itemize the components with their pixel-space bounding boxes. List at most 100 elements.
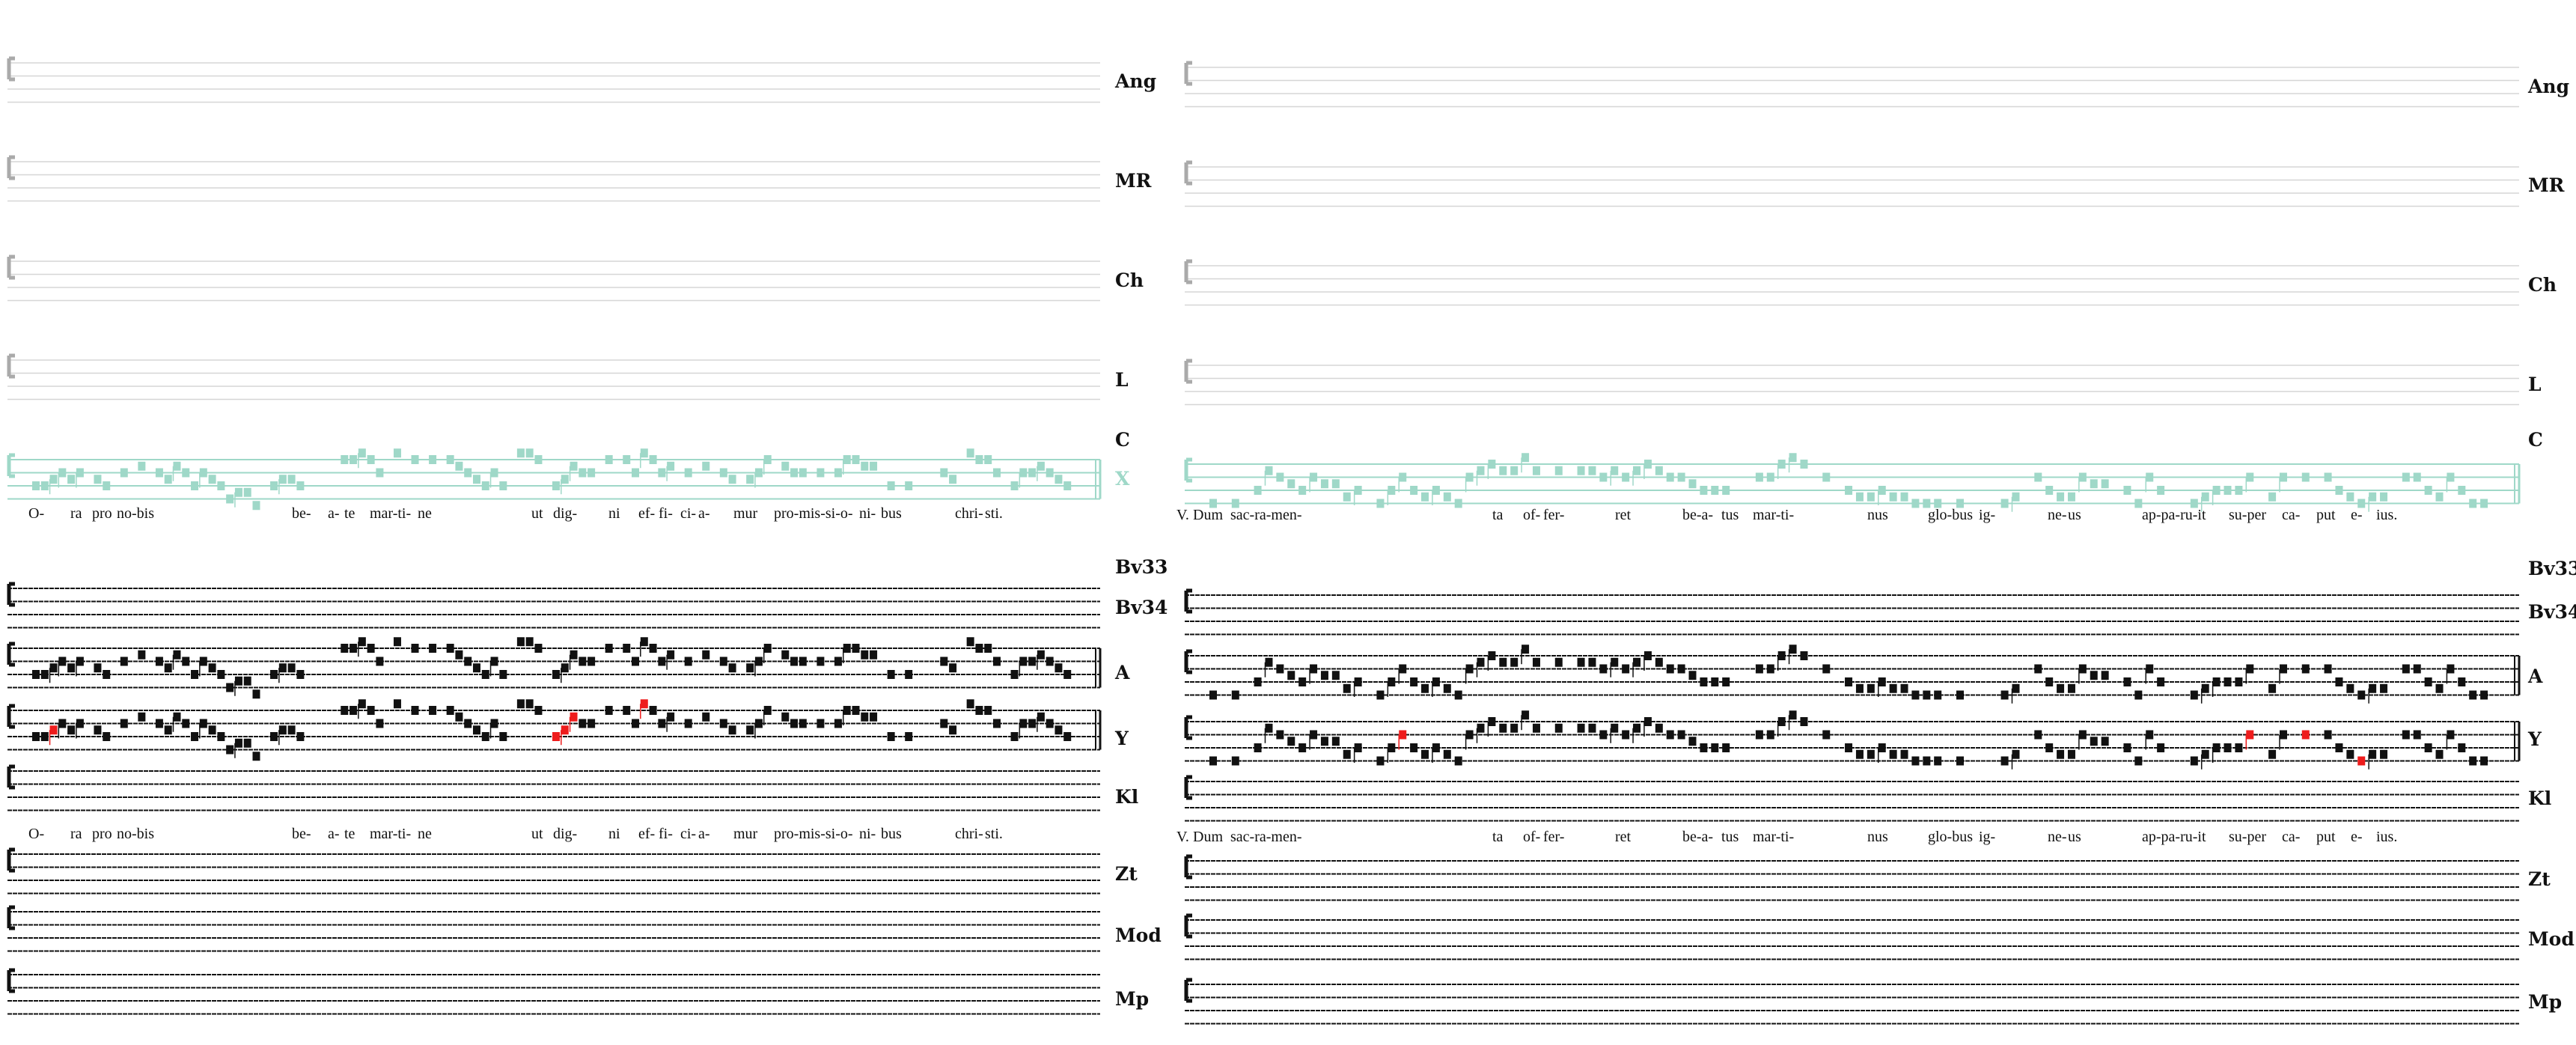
neume-note	[1867, 749, 1875, 759]
neume-note	[499, 670, 507, 679]
neume-note	[790, 468, 799, 478]
neume-note	[579, 656, 587, 666]
neume-note	[455, 712, 463, 722]
neume-note	[1677, 664, 1685, 674]
neume-note	[843, 706, 851, 715]
neume-note	[1532, 466, 1540, 475]
neume-note	[561, 663, 569, 673]
neume-note	[296, 481, 305, 490]
neume-note	[525, 699, 534, 709]
neume-note	[1287, 737, 1295, 746]
neume-note	[1923, 756, 1931, 766]
neume-note	[649, 706, 657, 715]
lyric-syllable: su-per	[2229, 829, 2266, 845]
lyric-syllable: ig-	[1979, 507, 1995, 523]
staff-label-zt: Zt	[2528, 868, 2551, 890]
neume-note	[605, 644, 613, 653]
neume-note	[1488, 460, 1496, 469]
neume-note	[155, 656, 163, 666]
staff-label-kl: Kl	[2528, 787, 2551, 809]
lyric-syllable: glo-bus	[1928, 507, 1973, 523]
lyric-syllable: sac-ra-men-	[1230, 829, 1302, 845]
neume-note	[667, 461, 675, 471]
staff-label-ang: Ang	[2527, 76, 2569, 97]
neume-note	[799, 656, 807, 666]
neume-note	[843, 455, 851, 464]
neume-note	[1633, 657, 1641, 667]
lyric-syllable: mar-ti-	[370, 505, 411, 522]
neume-note	[579, 719, 587, 728]
lyric-syllable: ne	[418, 505, 432, 522]
neume-note	[2090, 671, 2098, 680]
neume-note	[2324, 472, 2332, 482]
lyric-syllable: mur	[733, 826, 758, 842]
neume-note	[1867, 492, 1875, 502]
staff	[1184, 259, 2519, 306]
neume-note	[155, 468, 163, 478]
lyric-syllable: fer-	[1543, 507, 1564, 523]
neume-note	[1789, 453, 1797, 463]
neume-note	[1643, 717, 1652, 726]
neume-note	[1923, 499, 1931, 508]
neume-note	[2469, 690, 2477, 700]
neume-note	[799, 468, 807, 478]
neume-note	[1046, 719, 1054, 728]
lyric-syllable: pro	[92, 826, 112, 842]
neume-note	[1298, 743, 1307, 752]
neume-note	[1443, 749, 1451, 759]
neume-note	[2146, 730, 2154, 740]
neume-note	[1421, 749, 1429, 759]
c-clef-icon	[1184, 854, 1192, 880]
neume-note	[1777, 717, 1786, 726]
neume-note	[2057, 749, 2065, 759]
neume-note	[1755, 472, 1763, 482]
neume-note	[358, 637, 366, 647]
neume-note	[1711, 743, 1719, 752]
c-clef-icon	[1184, 978, 1192, 1003]
neume-note	[32, 670, 40, 679]
lyric-syllable: fi-	[659, 505, 673, 522]
neume-note	[499, 732, 507, 741]
c-clef-icon	[1184, 588, 1192, 614]
neume-note	[905, 481, 913, 490]
neume-note	[138, 712, 146, 722]
neume-note	[1354, 743, 1362, 752]
c-clef-icon	[7, 764, 15, 790]
lyric-syllable: bus	[881, 505, 902, 522]
neume-note	[252, 752, 260, 761]
neume-note	[1254, 743, 1262, 752]
neume-note	[2335, 677, 2343, 686]
neume-note	[1499, 466, 1507, 475]
neume-note	[1488, 651, 1496, 660]
neume-note	[2469, 756, 2477, 766]
neume-note	[2123, 677, 2131, 686]
neume-note	[2157, 743, 2165, 752]
lyric-syllable: us	[2068, 507, 2081, 523]
neume-note	[481, 670, 489, 679]
lyric-syllable: chri-	[955, 826, 983, 842]
neume-note	[843, 644, 851, 653]
neume-note	[754, 468, 763, 478]
neume-note	[2279, 472, 2287, 482]
neume-note	[58, 719, 67, 728]
neume-note	[1956, 499, 1965, 508]
neume-note	[1666, 472, 1674, 482]
neume-note	[270, 732, 278, 741]
lyric-syllable: mar-ti-	[1753, 829, 1794, 845]
neume-note	[587, 656, 596, 666]
neume-note	[1310, 472, 1318, 482]
neume-note	[278, 725, 287, 735]
neume-note	[2357, 756, 2366, 766]
staff	[7, 448, 1102, 511]
neume-note	[2424, 743, 2432, 752]
neume-note	[296, 732, 305, 741]
lyric-syllable: of-	[1523, 829, 1540, 845]
neume-note	[1789, 710, 1797, 720]
neume-note	[1310, 730, 1318, 740]
neume-note	[1755, 730, 1763, 740]
neume-note	[2369, 683, 2377, 693]
neume-note	[1276, 664, 1284, 674]
neume-note	[94, 475, 102, 484]
neume-note	[1554, 723, 1563, 733]
lyric-syllable: glo-bus	[1928, 829, 1973, 845]
